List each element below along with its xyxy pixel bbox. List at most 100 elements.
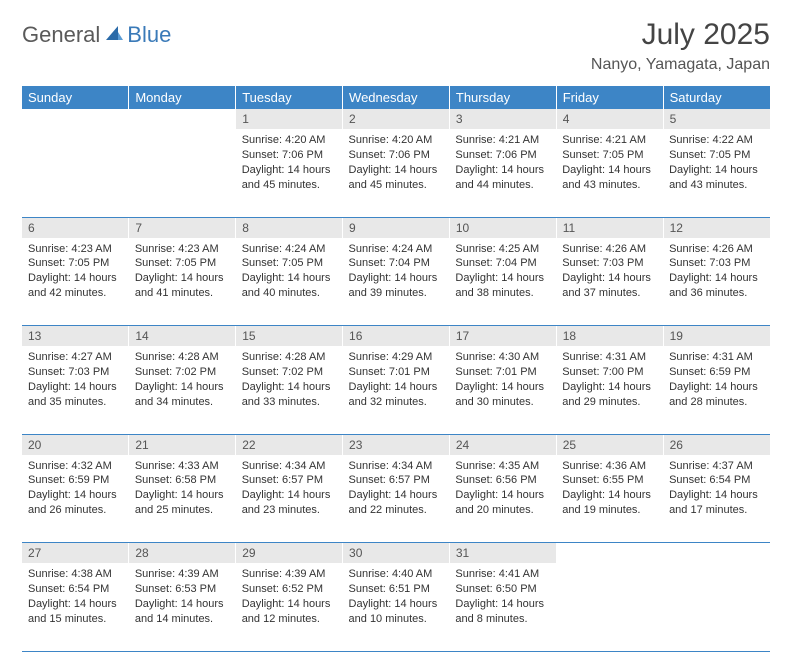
sunset-text: Sunset: 6:55 PM xyxy=(562,473,657,488)
sunset-text: Sunset: 6:50 PM xyxy=(455,582,550,597)
sunrise-text: Sunrise: 4:36 AM xyxy=(562,459,657,474)
day-content-cell: Sunrise: 4:28 AMSunset: 7:02 PMDaylight:… xyxy=(236,346,343,434)
day-number-cell: 10 xyxy=(449,217,556,238)
sunset-text: Sunset: 7:05 PM xyxy=(562,148,657,163)
daylight-text: Daylight: 14 hours and 20 minutes. xyxy=(455,488,550,518)
daylight-text: Daylight: 14 hours and 36 minutes. xyxy=(669,271,764,301)
sunset-text: Sunset: 7:00 PM xyxy=(562,365,657,380)
daylight-text: Daylight: 14 hours and 42 minutes. xyxy=(28,271,123,301)
day-content-cell: Sunrise: 4:29 AMSunset: 7:01 PMDaylight:… xyxy=(343,346,450,434)
sunrise-text: Sunrise: 4:22 AM xyxy=(669,133,764,148)
sunrise-text: Sunrise: 4:40 AM xyxy=(349,567,444,582)
page-title: July 2025 xyxy=(591,18,770,52)
day-number-row: 12345 xyxy=(22,109,770,129)
day-content-cell: Sunrise: 4:26 AMSunset: 7:03 PMDaylight:… xyxy=(663,238,770,326)
day-number-row: 2728293031 xyxy=(22,543,770,564)
weekday-header: Wednesday xyxy=(343,86,450,109)
sunset-text: Sunset: 7:04 PM xyxy=(455,256,550,271)
day-number-cell: 23 xyxy=(343,434,450,455)
day-content-cell: Sunrise: 4:21 AMSunset: 7:06 PMDaylight:… xyxy=(449,129,556,217)
sunset-text: Sunset: 6:53 PM xyxy=(135,582,230,597)
sunrise-text: Sunrise: 4:26 AM xyxy=(562,242,657,257)
day-number-cell: 12 xyxy=(663,217,770,238)
day-content-cell: Sunrise: 4:33 AMSunset: 6:58 PMDaylight:… xyxy=(129,455,236,543)
sunrise-text: Sunrise: 4:39 AM xyxy=(242,567,337,582)
weekday-header: Tuesday xyxy=(236,86,343,109)
day-number-cell: 27 xyxy=(22,543,129,564)
day-content-cell: Sunrise: 4:34 AMSunset: 6:57 PMDaylight:… xyxy=(343,455,450,543)
day-content-row: Sunrise: 4:20 AMSunset: 7:06 PM Daylight:… xyxy=(22,129,770,217)
sunrise-text: Sunrise: 4:39 AM xyxy=(135,567,230,582)
day-content-cell: Sunrise: 4:41 AMSunset: 6:50 PMDaylight:… xyxy=(449,563,556,651)
sunrise-text: Sunrise: 4:24 AM xyxy=(242,242,337,257)
daylight-text: Daylight: 14 hours and 43 minutes. xyxy=(669,163,764,193)
daylight-text: Daylight: 14 hours and 28 minutes. xyxy=(669,380,764,410)
sunset-text: Sunset: 6:57 PM xyxy=(349,473,444,488)
title-block: July 2025 Nanyo, Yamagata, Japan xyxy=(591,18,770,74)
sunrise-text: Sunrise: 4:24 AM xyxy=(349,242,444,257)
daylight-text: Daylight: 14 hours and 38 minutes. xyxy=(455,271,550,301)
logo-text-general: General xyxy=(22,22,100,48)
day-content-cell: Sunrise: 4:24 AMSunset: 7:04 PMDaylight:… xyxy=(343,238,450,326)
sunset-text: Sunset: 7:05 PM xyxy=(669,148,764,163)
sunset-text: Sunset: 7:05 PM xyxy=(28,256,123,271)
daylight-text: Daylight: 14 hours and 35 minutes. xyxy=(28,380,123,410)
day-content-cell: Sunrise: 4:24 AMSunset: 7:05 PMDaylight:… xyxy=(236,238,343,326)
sunset-text: Sunset: 7:06 PM xyxy=(349,148,444,163)
sunrise-text: Sunrise: 4:28 AM xyxy=(242,350,337,365)
day-number-cell: 21 xyxy=(129,434,236,455)
daylight-text: Daylight: 14 hours and 44 minutes. xyxy=(455,163,550,193)
day-number-cell: 17 xyxy=(449,326,556,347)
day-content-cell: Sunrise: 4:28 AMSunset: 7:02 PMDaylight:… xyxy=(129,346,236,434)
sunset-text: Sunset: 6:56 PM xyxy=(455,473,550,488)
logo-text-blue: Blue xyxy=(127,22,171,48)
day-number-cell: 8 xyxy=(236,217,343,238)
day-content-cell xyxy=(556,563,663,651)
daylight-text: Daylight: 14 hours and 37 minutes. xyxy=(562,271,657,301)
day-content-cell: Sunrise: 4:36 AMSunset: 6:55 PMDaylight:… xyxy=(556,455,663,543)
day-content-cell: Sunrise: 4:35 AMSunset: 6:56 PMDaylight:… xyxy=(449,455,556,543)
calendar-body: 12345 Sunrise: 4:20 AMSunset: 7:06 PM Dayl… xyxy=(22,109,770,651)
weekday-header: Monday xyxy=(129,86,236,109)
day-content-cell: Sunrise: 4:31 AMSunset: 7:00 PMDaylight:… xyxy=(556,346,663,434)
sunrise-text: Sunrise: 4:41 AM xyxy=(455,567,550,582)
sunrise-text: Sunrise: 4:31 AM xyxy=(562,350,657,365)
daylight-text: Daylight: 14 hours and 29 minutes. xyxy=(562,380,657,410)
sunrise-text: Sunrise: 4:30 AM xyxy=(455,350,550,365)
day-number-cell: 22 xyxy=(236,434,343,455)
day-number-cell: 6 xyxy=(22,217,129,238)
daylight-text: Daylight: 14 hours and 39 minutes. xyxy=(349,271,444,301)
sunrise-text: Sunrise: 4:34 AM xyxy=(349,459,444,474)
sunset-text: Sunset: 6:54 PM xyxy=(28,582,123,597)
logo: General Blue xyxy=(22,18,171,48)
day-content-cell: Sunrise: 4:32 AMSunset: 6:59 PMDaylight:… xyxy=(22,455,129,543)
daylight-text: Daylight: 14 hours and 45 minutes. xyxy=(242,163,337,193)
sunset-text: Sunset: 6:54 PM xyxy=(669,473,764,488)
sunrise-text: Sunrise: 4:32 AM xyxy=(28,459,123,474)
day-content-cell: Sunrise: 4:23 AMSunset: 7:05 PMDaylight:… xyxy=(22,238,129,326)
day-number-cell: 14 xyxy=(129,326,236,347)
day-content-cell: Sunrise: 4:21 AMSunset: 7:05 PMDaylight:… xyxy=(556,129,663,217)
day-number-row: 20212223242526 xyxy=(22,434,770,455)
daylight-text: Daylight: 14 hours and 19 minutes. xyxy=(562,488,657,518)
daylight-text: Daylight: 14 hours and 22 minutes. xyxy=(349,488,444,518)
day-content-cell: Sunrise: 4:39 AMSunset: 6:53 PMDaylight:… xyxy=(129,563,236,651)
daylight-text: Daylight: 14 hours and 33 minutes. xyxy=(242,380,337,410)
daylight-text: Daylight: 14 hours and 23 minutes. xyxy=(242,488,337,518)
weekday-header: Saturday xyxy=(663,86,770,109)
weekday-header: Thursday xyxy=(449,86,556,109)
sunrise-text: Sunrise: 4:20 AM xyxy=(349,133,444,148)
sunset-text: Sunset: 7:03 PM xyxy=(669,256,764,271)
sunrise-text: Sunrise: 4:28 AM xyxy=(135,350,230,365)
day-number-cell: 18 xyxy=(556,326,663,347)
sunrise-text: Sunrise: 4:27 AM xyxy=(28,350,123,365)
day-number-cell: 31 xyxy=(449,543,556,564)
sunset-text: Sunset: 6:52 PM xyxy=(242,582,337,597)
day-number-cell: 24 xyxy=(449,434,556,455)
weekday-header-row: SundayMondayTuesdayWednesdayThursdayFrid… xyxy=(22,86,770,109)
sunset-text: Sunset: 7:01 PM xyxy=(455,365,550,380)
sunrise-text: Sunrise: 4:33 AM xyxy=(135,459,230,474)
day-number-cell: 3 xyxy=(449,109,556,129)
sunrise-text: Sunrise: 4:21 AM xyxy=(455,133,550,148)
header: General Blue July 2025 Nanyo, Yamagata, … xyxy=(22,18,770,74)
